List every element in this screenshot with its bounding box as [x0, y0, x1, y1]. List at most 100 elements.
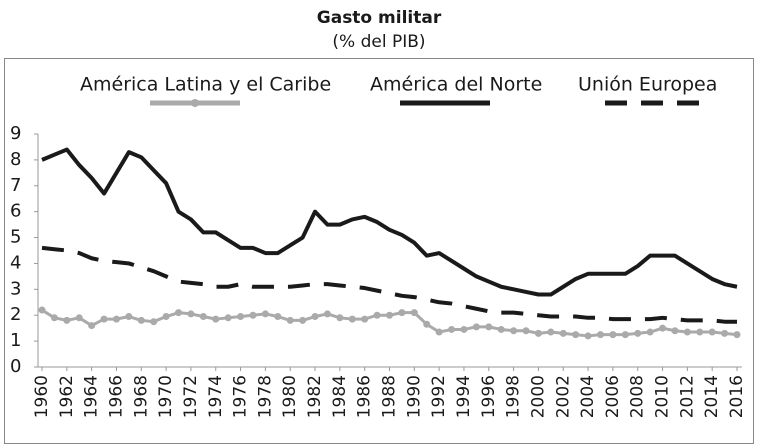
data-point [485, 323, 493, 331]
data-point [448, 325, 456, 333]
chart-title: Gasto militar [317, 8, 442, 28]
series-line [41, 147, 738, 297]
x-tick-label: 1994 [454, 375, 474, 418]
legend-label: América Latina y el Caribe [80, 74, 331, 96]
data-point [286, 316, 294, 324]
data-point [373, 311, 381, 319]
y-tick-label: 5 [10, 227, 21, 248]
data-point [311, 313, 319, 321]
data-point [386, 311, 393, 319]
x-tick-label: 2004 [578, 375, 598, 418]
x-tick-label: 1978 [255, 375, 275, 418]
data-point [175, 309, 183, 317]
data-point [708, 328, 716, 336]
data-point [671, 327, 679, 335]
x-tick-label: 1970 [156, 375, 176, 418]
y-tick-label: 4 [10, 252, 21, 273]
chart-subtitle: (% del PIB) [332, 32, 425, 52]
data-point [88, 322, 96, 330]
data-point [100, 315, 108, 323]
series-line [41, 245, 737, 324]
x-tick-label: 2000 [528, 375, 548, 418]
data-point [733, 331, 741, 339]
data-point [609, 331, 617, 339]
legend-label: Unión Europea [578, 74, 717, 96]
y-tick-label: 2 [10, 304, 21, 325]
data-point [162, 313, 170, 321]
legend-label: América del Norte [370, 74, 542, 96]
data-point [572, 331, 580, 339]
x-tick-label: 1992 [429, 375, 449, 418]
data-point [646, 328, 654, 336]
x-tick-label: 1986 [355, 375, 375, 418]
data-point [249, 311, 257, 319]
data-point [112, 315, 120, 323]
x-tick-label: 2012 [677, 375, 697, 418]
data-point [299, 316, 307, 324]
data-point [534, 329, 542, 337]
data-point [683, 328, 691, 336]
y-tick-label: 3 [10, 278, 21, 299]
data-point [634, 329, 642, 337]
data-point [510, 327, 518, 335]
y-tick-label: 1 [10, 330, 21, 351]
data-point [410, 309, 418, 317]
data-point [596, 331, 604, 339]
x-tick-label: 1964 [82, 375, 102, 418]
data-point [125, 313, 133, 321]
x-tick-label: 1974 [206, 375, 226, 418]
y-tick-label: 7 [10, 175, 21, 196]
x-tick-label: 1982 [305, 375, 325, 418]
data-point [261, 310, 269, 318]
data-point [212, 315, 220, 323]
data-point [63, 316, 71, 324]
data-point [423, 320, 431, 328]
x-tick-label: 2002 [553, 375, 573, 418]
data-point [75, 314, 83, 322]
data-point [559, 329, 567, 337]
x-tick-label: 2016 [727, 375, 747, 418]
x-tick-label: 1990 [404, 375, 424, 418]
data-point [323, 310, 331, 318]
data-point [199, 313, 207, 321]
data-point [472, 323, 480, 331]
data-point [721, 329, 729, 337]
data-point [361, 315, 369, 323]
data-point [522, 327, 530, 335]
data-point [274, 313, 282, 321]
data-point [497, 325, 505, 333]
x-tick-label: 1980 [280, 375, 300, 418]
y-tick-label: 9 [10, 123, 21, 144]
x-tick-label: 1996 [479, 375, 499, 418]
chart-frame [4, 58, 754, 444]
legend-marker [191, 99, 199, 107]
data-point [224, 314, 232, 322]
data-point [435, 328, 443, 336]
data-point [348, 315, 356, 323]
x-tick-label: 1960 [32, 375, 52, 418]
x-tick-label: 1976 [231, 375, 251, 418]
data-point [187, 310, 195, 318]
x-tick-label: 1984 [330, 375, 350, 418]
data-point [50, 314, 58, 322]
x-tick-label: 1966 [106, 375, 126, 418]
x-tick-label: 2006 [603, 375, 623, 418]
x-tick-label: 2014 [702, 375, 722, 418]
y-tick-label: 8 [10, 149, 21, 170]
x-tick-label: 1988 [380, 375, 400, 418]
data-point [460, 325, 468, 333]
data-point [137, 316, 145, 324]
data-point [336, 314, 344, 322]
x-tick-label: 2008 [628, 375, 648, 418]
data-point [659, 324, 667, 332]
y-tick-label: 6 [10, 201, 21, 222]
data-point [621, 331, 629, 339]
data-point [237, 313, 245, 321]
data-point [150, 318, 158, 326]
data-point [398, 309, 406, 317]
x-tick-label: 1968 [131, 375, 151, 418]
x-tick-label: 2010 [653, 375, 673, 418]
y-tick-label: 0 [10, 356, 21, 377]
